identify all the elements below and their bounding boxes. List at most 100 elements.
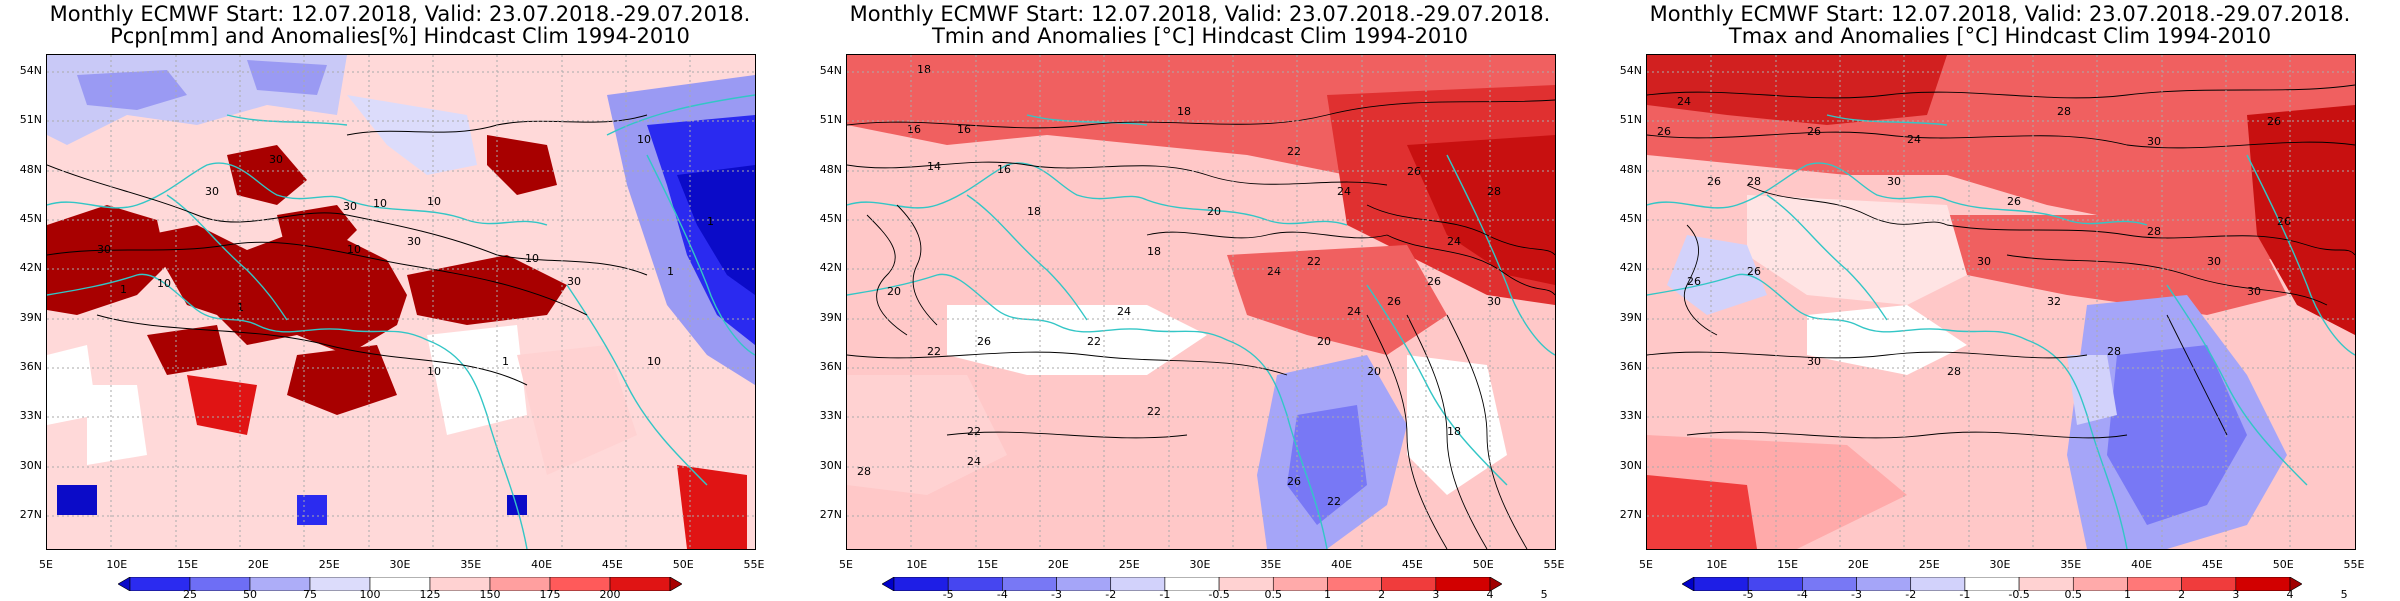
lon-label: 45E [601, 558, 623, 571]
lat-label: 33N [1619, 409, 1642, 422]
svg-text:22: 22 [1327, 495, 1341, 508]
svg-text:10: 10 [427, 365, 441, 378]
lon-label: 55E [2343, 558, 2365, 571]
colorbar-label: -2 [1905, 588, 1917, 601]
svg-text:20: 20 [887, 285, 901, 298]
lat-label: 42N [1619, 261, 1642, 274]
svg-text:22: 22 [967, 425, 981, 438]
lat-label: 36N [819, 360, 842, 373]
svg-text:28: 28 [2107, 345, 2121, 358]
svg-text:20: 20 [1367, 365, 1381, 378]
colorbar-label: 1 [1323, 588, 1331, 601]
svg-text:28: 28 [2057, 105, 2071, 118]
svg-text:30: 30 [2207, 255, 2221, 268]
svg-text:28: 28 [857, 465, 871, 478]
lon-label: 10E [1706, 558, 1728, 571]
svg-text:26: 26 [1807, 125, 1821, 138]
svg-text:26: 26 [1387, 295, 1401, 308]
lon-label: 20E [1847, 558, 1869, 571]
lon-label: 50E [2272, 558, 2294, 571]
lon-label: 35E [460, 558, 482, 571]
svg-text:14: 14 [927, 160, 941, 173]
colorbar-swatches [1681, 576, 2303, 592]
lon-label: 15E [977, 558, 999, 571]
tmin-map-graphic: 18 16 16 18 14 16 18 22 24 26 20 24 28 18 24 22 26 3… [847, 55, 1555, 549]
colorbar-label: 50 [243, 588, 257, 601]
svg-text:26: 26 [1427, 275, 1441, 288]
svg-text:26: 26 [1657, 125, 1671, 138]
svg-text:18: 18 [1447, 425, 1461, 438]
colorbar-label: 0.5 [2064, 588, 2083, 601]
svg-text:10: 10 [647, 355, 661, 368]
lat-label: 48N [1619, 163, 1642, 176]
lon-label: 30E [1989, 558, 2011, 571]
lon-label: 25E [1118, 558, 1140, 571]
lat-label: 27N [19, 508, 42, 521]
lat-label: 54N [1619, 64, 1642, 77]
svg-text:22: 22 [927, 345, 941, 358]
svg-text:24: 24 [1447, 235, 1461, 248]
lat-label: 30N [819, 459, 842, 472]
lat-label: 45N [1619, 212, 1642, 225]
lon-label: 35E [1260, 558, 1282, 571]
svg-text:1: 1 [502, 355, 509, 368]
svg-text:18: 18 [917, 63, 931, 76]
colorbar-label: 100 [359, 588, 381, 601]
colorbar-label: 150 [479, 588, 501, 601]
svg-text:10: 10 [157, 277, 171, 290]
colorbar-swatches [881, 576, 1503, 592]
panel-title-line2: Tmax and Anomalies [°C] Hindcast Clim 19… [1728, 24, 2272, 48]
svg-text:24: 24 [1677, 95, 1691, 108]
svg-text:26: 26 [1747, 265, 1761, 278]
panel-title-line1: Monthly ECMWF Start: 12.07.2018, Valid: … [49, 2, 751, 26]
lon-label: 5E [39, 558, 53, 571]
colorbar-label: 5 [2340, 588, 2348, 601]
lon-label: 35E [2060, 558, 2082, 571]
svg-text:26: 26 [2007, 195, 2021, 208]
tmax-map-graphic: 24 26 26 28 30 26 24 26 28 30 26 30 26 28 30 26 30 2… [1647, 55, 2355, 549]
svg-text:22: 22 [1087, 335, 1101, 348]
tmin-colorbar [881, 576, 1503, 592]
tmax-colorbar [1681, 576, 2303, 592]
svg-text:24: 24 [967, 455, 981, 468]
svg-text:28: 28 [1487, 185, 1501, 198]
colorbar-swatch [669, 576, 683, 592]
lon-label: 15E [177, 558, 199, 571]
lon-label: 50E [1472, 558, 1494, 571]
colorbar-label: 2 [2178, 588, 2186, 601]
svg-text:24: 24 [1907, 133, 1921, 146]
colorbar-label: 0.5 [1264, 588, 1283, 601]
lon-label: 40E [1331, 558, 1353, 571]
lon-label: 30E [1189, 558, 1211, 571]
svg-text:22: 22 [1287, 145, 1301, 158]
lat-label: 39N [1619, 311, 1642, 324]
colorbar-label: 200 [599, 588, 621, 601]
panel-title-line2: Tmin and Anomalies [°C] Hindcast Clim 19… [931, 24, 1469, 48]
svg-text:30: 30 [1807, 355, 1821, 368]
svg-text:1: 1 [120, 283, 127, 296]
svg-text:26: 26 [1687, 275, 1701, 288]
svg-text:10: 10 [347, 243, 361, 256]
svg-text:10: 10 [637, 133, 651, 146]
colorbar-label: 3 [1432, 588, 1440, 601]
lat-label: 39N [19, 311, 42, 324]
colorbar-label: -5 [942, 588, 954, 601]
lat-label: 33N [19, 409, 42, 422]
lon-label: 15E [1777, 558, 1799, 571]
precip-panel: Monthly ECMWF Start: 12.07.2018, Valid: … [0, 0, 800, 601]
lon-label: 45E [1401, 558, 1423, 571]
svg-text:28: 28 [2147, 225, 2161, 238]
colorbar-swatch [1489, 576, 1503, 592]
svg-text:30: 30 [97, 243, 111, 256]
lat-label: 42N [819, 261, 842, 274]
lat-label: 42N [19, 261, 42, 274]
colorbar-label: 125 [419, 588, 441, 601]
colorbar-swatch [881, 576, 895, 592]
svg-text:24: 24 [1347, 305, 1361, 318]
svg-text:20: 20 [1207, 205, 1221, 218]
colorbar-label: -2 [1105, 588, 1117, 601]
svg-text:30: 30 [2147, 135, 2161, 148]
colorbar-label: 5 [1540, 588, 1548, 601]
lat-label: 54N [819, 64, 842, 77]
lat-label: 54N [19, 64, 42, 77]
